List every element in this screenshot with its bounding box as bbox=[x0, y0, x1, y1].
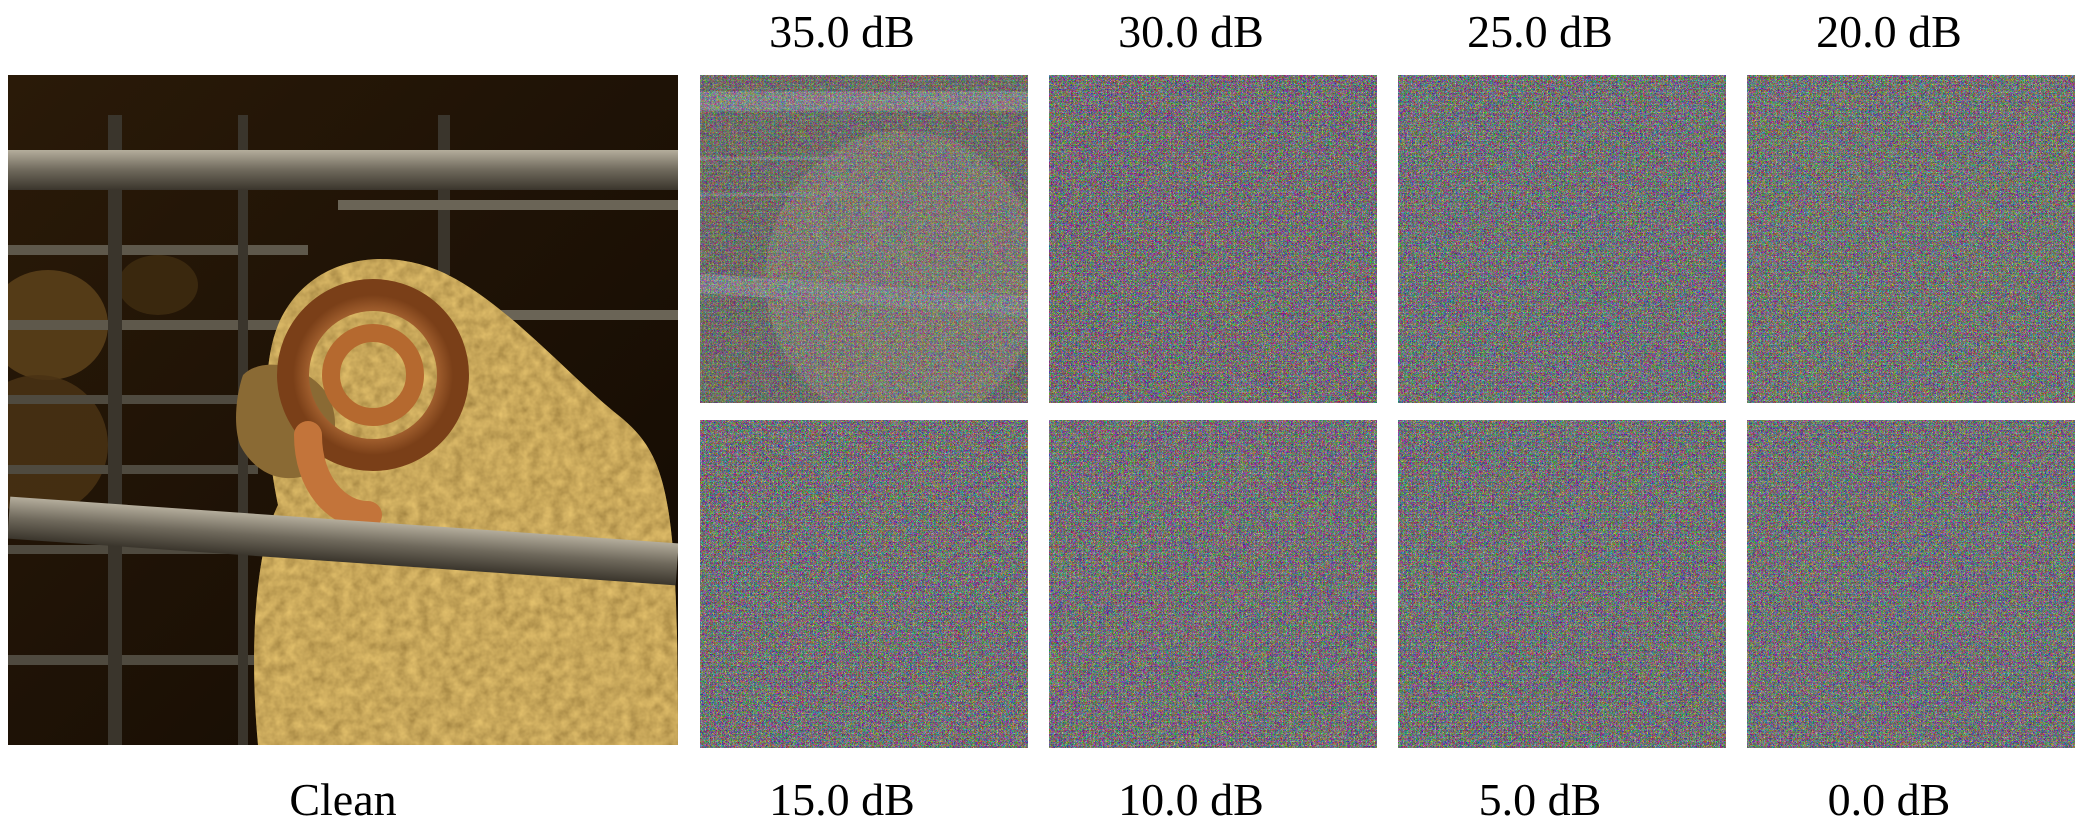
clean-image bbox=[8, 75, 678, 745]
snr-label-35: 35.0 dB bbox=[769, 6, 915, 57]
noisy-image-250db bbox=[1398, 75, 1726, 403]
ram-photo bbox=[8, 75, 678, 745]
snr-label-25: 25.0 dB bbox=[1467, 6, 1613, 57]
snr-label-15: 15.0 dB bbox=[769, 774, 915, 822]
noisy-image-50db bbox=[1398, 420, 1726, 748]
snr-label-5: 5.0 dB bbox=[1478, 774, 1602, 822]
snr-label-10: 10.0 dB bbox=[1118, 774, 1264, 822]
snr-label-30: 30.0 dB bbox=[1118, 6, 1264, 57]
snr-label-0: 0.0 dB bbox=[1827, 774, 1951, 822]
noisy-image-100db bbox=[1049, 420, 1377, 748]
noisy-image-200db bbox=[1747, 75, 2075, 403]
noisy-image-150db bbox=[700, 420, 1028, 748]
clean-label: Clean bbox=[289, 774, 397, 822]
snr-label-20: 20.0 dB bbox=[1816, 6, 1962, 57]
noisy-image-300db bbox=[1049, 75, 1377, 403]
noisy-image-00db bbox=[1747, 420, 2075, 748]
noisy-image-350db bbox=[700, 75, 1028, 403]
